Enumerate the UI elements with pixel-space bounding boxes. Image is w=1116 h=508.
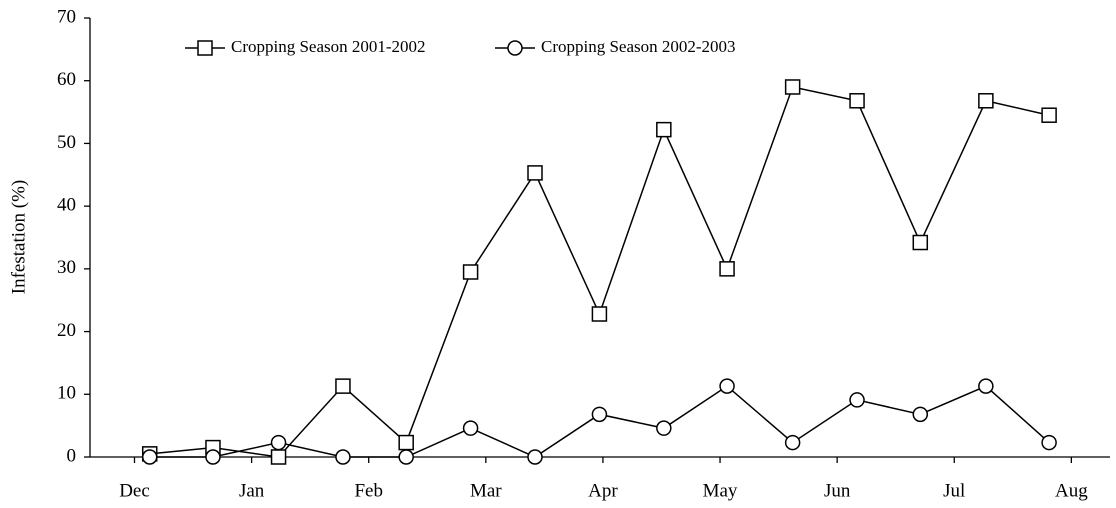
marker [398,434,414,451]
x-tick-label: Apr [588,480,618,501]
marker [656,420,672,436]
y-tick-label: 70 [57,6,76,27]
marker [462,420,479,436]
marker [978,93,994,109]
y-tick-label: 60 [57,69,76,90]
marker [335,378,351,394]
marker [719,378,735,394]
legend-marker [197,40,213,56]
x-tick-label: Jul [943,480,965,501]
marker [398,449,414,465]
marker [141,449,158,465]
marker [591,406,608,423]
marker [205,449,221,465]
marker [849,392,865,408]
y-tick-label: 20 [57,320,76,341]
y-tick-label: 30 [57,257,76,278]
marker [978,378,994,394]
legend-label: Cropping Season 2001-2002 [231,37,426,56]
marker [656,121,672,138]
marker [270,449,287,465]
x-tick-label: Aug [1055,480,1088,501]
x-tick-label: Jun [824,480,851,501]
marker [462,264,479,280]
marker [719,261,735,277]
y-tick-label: 0 [67,445,77,466]
marker [527,165,543,181]
marker [912,406,929,423]
x-tick-label: Mar [470,480,502,501]
y-tick-label: 50 [57,132,76,153]
marker [527,449,543,465]
y-tick-label: 40 [57,195,76,216]
legend-label: Cropping Season 2002-2003 [541,37,736,56]
marker [784,79,801,95]
marker [591,306,608,322]
marker [335,449,351,465]
marker [1041,434,1057,451]
x-tick-label: Dec [119,480,150,501]
series-line [149,86,1050,458]
marker [1041,107,1057,123]
x-tick-label: May [703,480,738,501]
y-axis-label: Infestation (%) [8,180,29,294]
y-tick-label: 10 [57,383,76,404]
x-tick-label: Jan [239,480,265,501]
legend-marker [507,40,523,56]
marker [849,93,865,109]
marker [270,434,287,451]
marker [912,234,929,251]
x-tick-label: Feb [354,480,383,501]
marker [784,434,801,451]
